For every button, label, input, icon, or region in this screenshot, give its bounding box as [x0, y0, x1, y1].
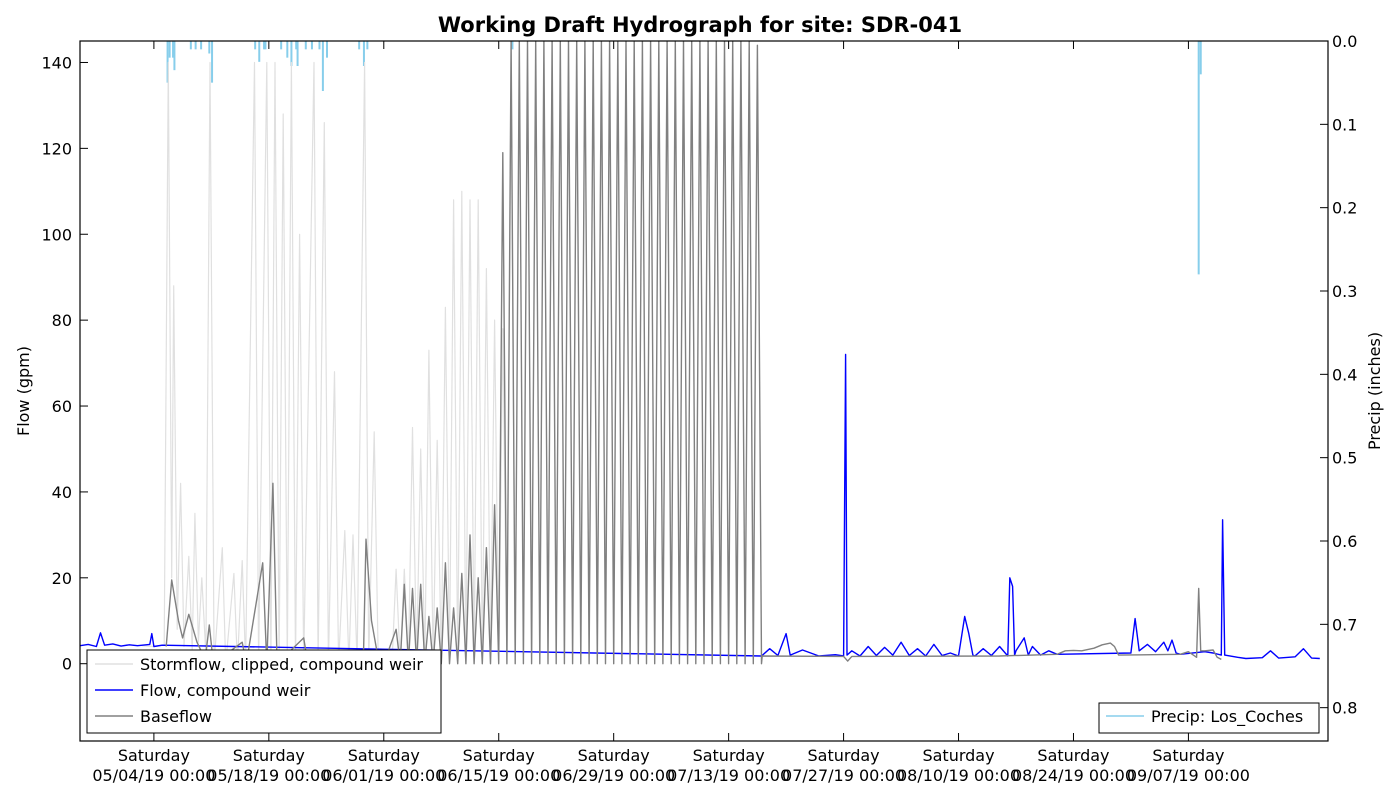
y2-tick-label: 0.4	[1332, 365, 1357, 384]
x-tick-label-day: Saturday	[808, 746, 880, 765]
series-line-flow-compound-weir	[80, 353, 1320, 660]
legend-label-flow: Flow, compound weir	[140, 681, 311, 700]
x-tick-label-date: 08/24/19 00:00	[1012, 766, 1135, 785]
x-tick-label-day: Saturday	[1152, 746, 1224, 765]
x-tick-label-date: 06/15/19 00:00	[437, 766, 560, 785]
y-tick-label: 0	[62, 655, 72, 674]
x-tick-label-day: Saturday	[693, 746, 765, 765]
precip-legend: Precip: Los_Coches	[1098, 702, 1320, 734]
y2-tick-label: 0.0	[1332, 32, 1357, 51]
x-tick-label-date: 09/07/19 00:00	[1127, 766, 1250, 785]
x-tick-label-date: 05/04/19 00:00	[92, 766, 215, 785]
x-tick-label-date: 08/10/19 00:00	[897, 766, 1020, 785]
x-tick-label-day: Saturday	[118, 746, 190, 765]
axis-ticks: 0 20 40 60 80 100 120 140 0.0 0.1 0.2 0.3 0.4 0.5 0.6 0…	[41, 32, 1357, 785]
flow-legend: Stormflow, clipped, compound weir Flow, …	[86, 649, 442, 734]
y-tick-label: 140	[41, 53, 72, 72]
y-tick-label: 40	[52, 483, 72, 502]
x-tick-label-date: 06/01/19 00:00	[322, 766, 445, 785]
x-tick-label-day: Saturday	[922, 746, 994, 765]
precip-series	[166, 41, 1202, 275]
y2-axis-label: Precip (inches)	[1365, 332, 1384, 450]
x-tick-label-day: Saturday	[463, 746, 535, 765]
series-line-stormflow-clipped-compound-weir	[141, 61, 516, 665]
x-tick-label-day: Saturday	[233, 746, 305, 765]
y2-tick-label: 0.7	[1332, 615, 1357, 634]
y-tick-label: 80	[52, 311, 72, 330]
precip-legend-box	[1098, 702, 1320, 734]
y2-tick-label: 0.3	[1332, 282, 1357, 301]
y-axis-label: Flow (gpm)	[14, 346, 33, 436]
y2-tick-label: 0.1	[1332, 115, 1357, 134]
x-tick-label-date: 06/29/19 00:00	[552, 766, 675, 785]
flow-series-group	[80, 41, 1320, 665]
legend-label-precip: Precip: Los_Coches	[1151, 707, 1303, 727]
y-tick-label: 20	[52, 569, 72, 588]
y2-tick-label: 0.2	[1332, 199, 1357, 218]
x-tick-label-date: 05/18/19 00:00	[207, 766, 330, 785]
series-line-baseflow	[165, 41, 1222, 665]
legend-label-baseflow: Baseflow	[140, 707, 212, 726]
x-tick-label-day: Saturday	[348, 746, 420, 765]
x-tick-label-day: Saturday	[1037, 746, 1109, 765]
flow-legend-box	[86, 649, 442, 734]
x-tick-label-day: Saturday	[578, 746, 650, 765]
x-tick-label-date: 07/27/19 00:00	[782, 766, 905, 785]
y2-tick-label: 0.8	[1332, 699, 1357, 718]
plot-frame	[79, 40, 1329, 742]
legend-label-stormflow: Stormflow, clipped, compound weir	[140, 655, 423, 674]
y-tick-label: 100	[41, 225, 72, 244]
y2-tick-label: 0.6	[1332, 532, 1357, 551]
chart-title: Working Draft Hydrograph for site: SDR-0…	[438, 13, 962, 37]
y-tick-label: 120	[41, 139, 72, 158]
x-tick-label-date: 07/13/19 00:00	[667, 766, 790, 785]
y-tick-label: 60	[52, 397, 72, 416]
y2-tick-label: 0.5	[1332, 449, 1357, 468]
